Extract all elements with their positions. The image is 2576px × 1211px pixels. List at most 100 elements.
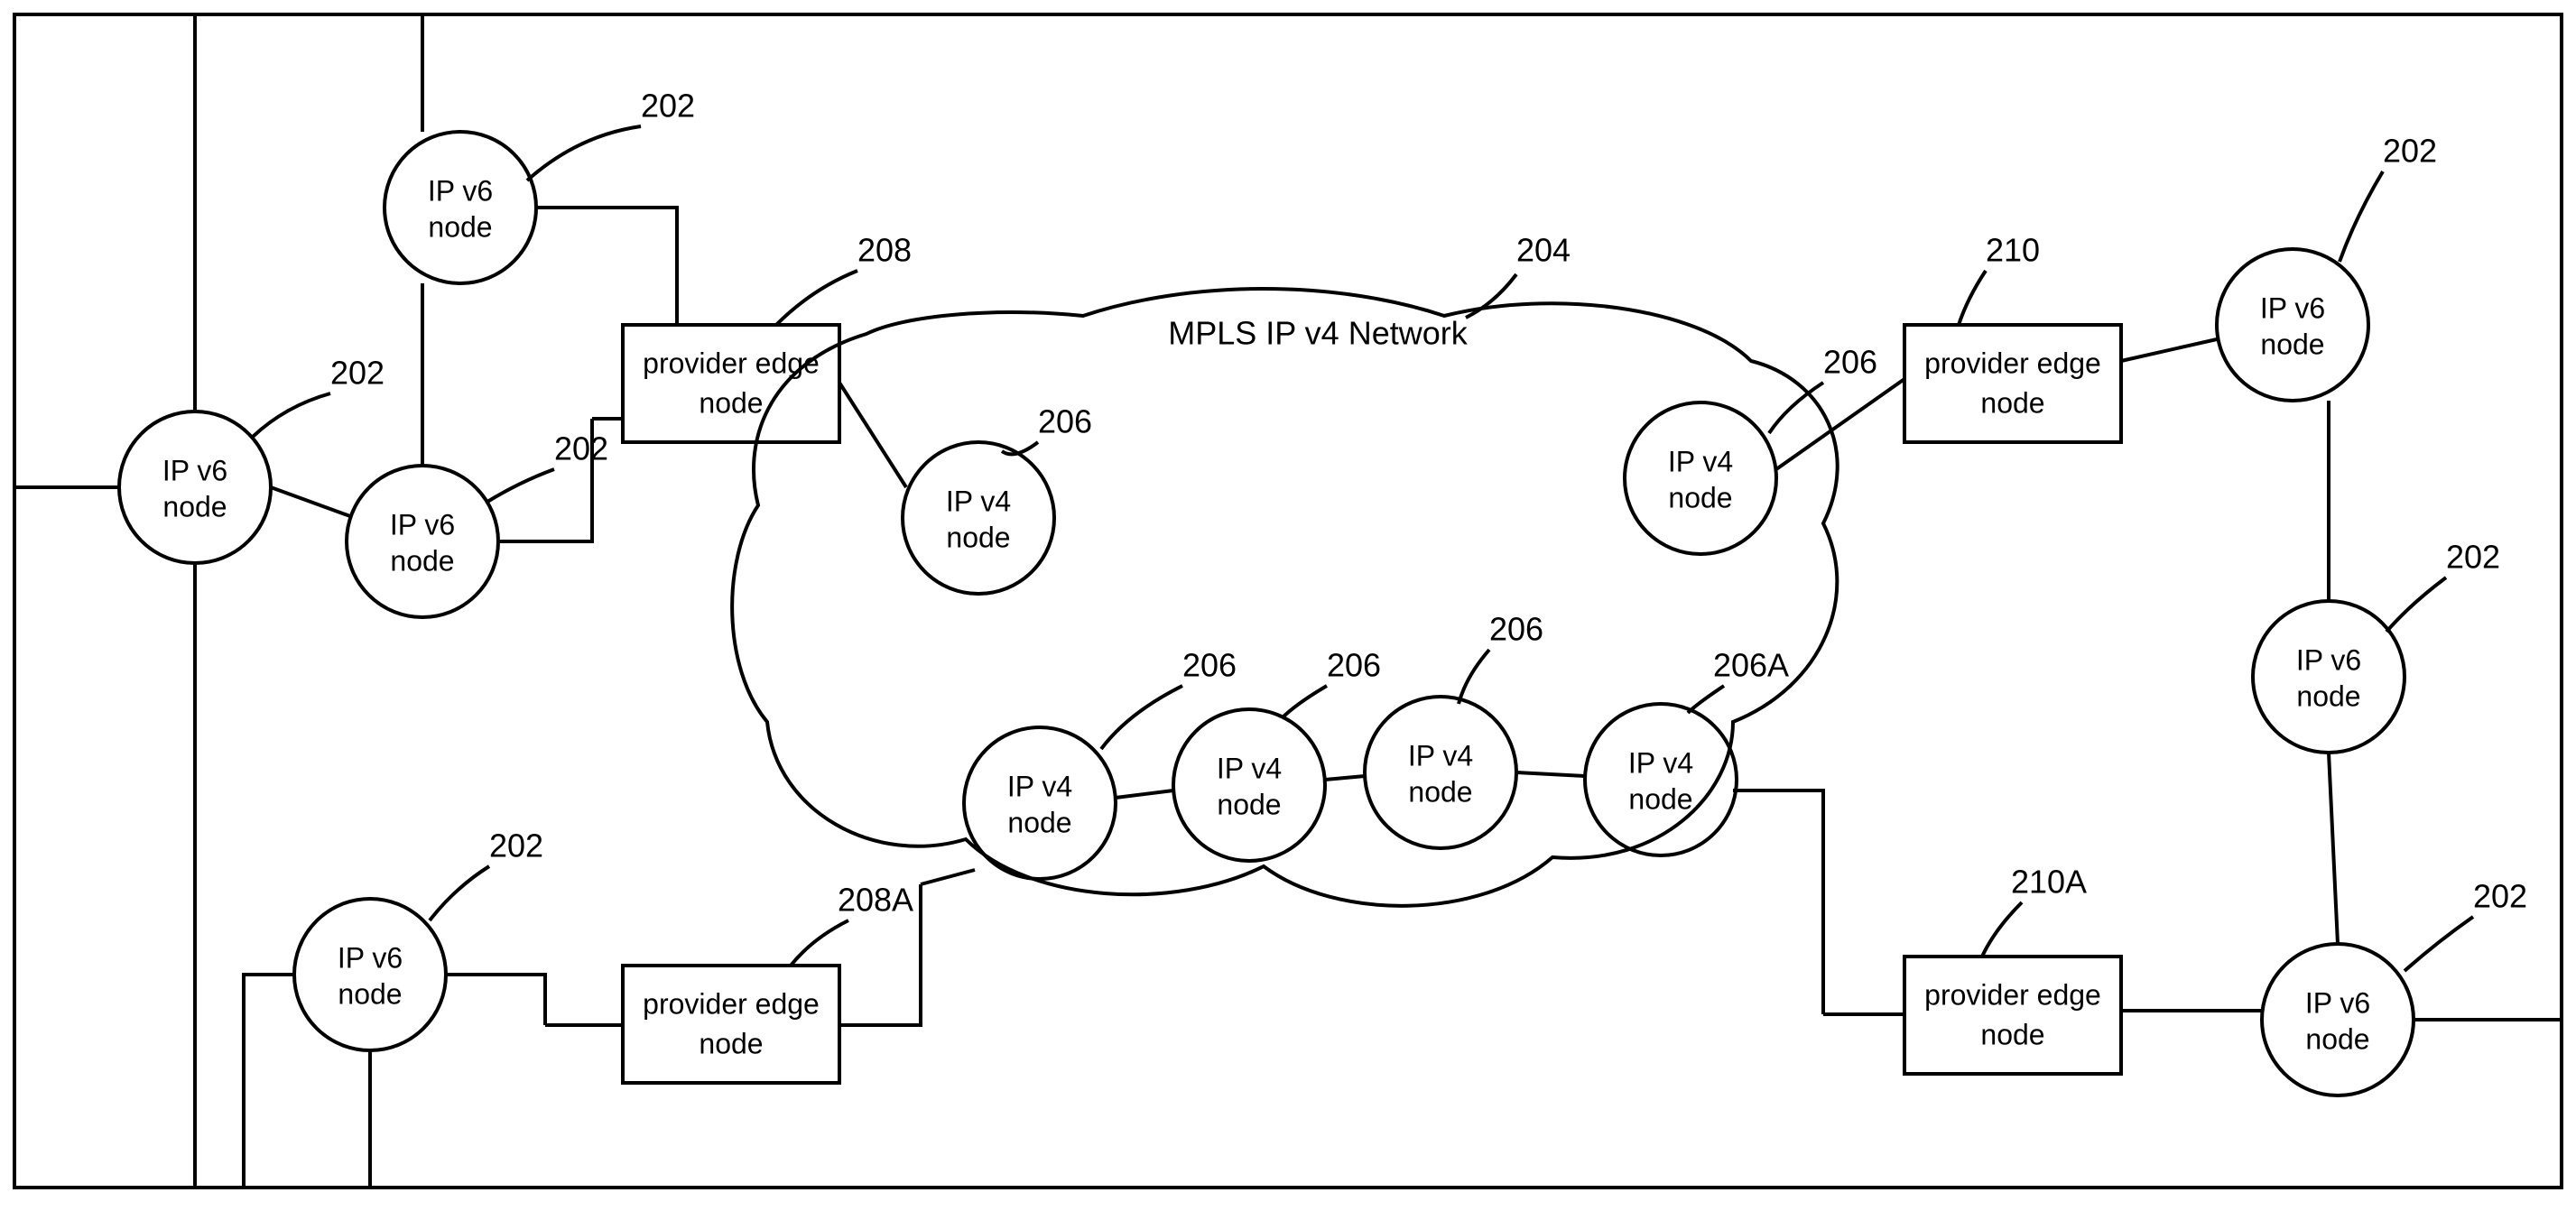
- svg-text:node: node: [2260, 328, 2324, 360]
- node-ipv4-e: IP v4node: [1585, 704, 1737, 855]
- svg-text:provider edge: provider edge: [643, 347, 820, 379]
- node-ipv4-tr: IP v4 node: [1625, 402, 1776, 554]
- ref-leader: [1282, 686, 1327, 718]
- svg-text:node: node: [1980, 1018, 2044, 1050]
- ref-label: 206: [1489, 611, 1543, 648]
- connector: [2329, 753, 2338, 944]
- ref-leader: [2386, 578, 2446, 632]
- svg-text:node: node: [2296, 679, 2360, 712]
- ref-label: 206: [1038, 403, 1092, 440]
- node-ipv4-b: IP v4 node: [964, 727, 1116, 879]
- connector: [2121, 339, 2217, 361]
- ref-leader: [253, 393, 330, 437]
- svg-text:provider edge: provider edge: [1924, 347, 2101, 379]
- ref-label: 202: [2383, 133, 2437, 170]
- svg-text:node: node: [1980, 386, 2044, 419]
- ref-label: 206: [1823, 344, 1877, 381]
- node-ipv6-r3: IP v6node: [2262, 944, 2414, 1095]
- ref-label: 202: [2473, 878, 2527, 915]
- ref-label: 206: [1327, 647, 1381, 684]
- connector: [446, 975, 545, 1025]
- svg-text:node: node: [1007, 806, 1071, 838]
- svg-text:node: node: [2305, 1022, 2369, 1055]
- connector: [1516, 772, 1585, 776]
- svg-text:node: node: [1628, 782, 1692, 815]
- svg-text:provider edge: provider edge: [643, 987, 820, 1020]
- connector: [1733, 790, 1823, 1014]
- ref-leader: [1959, 271, 1986, 325]
- svg-text:IP v4: IP v4: [946, 485, 1011, 517]
- svg-text:node: node: [428, 210, 492, 243]
- node-ipv6-r1: IP v6 node: [2217, 249, 2368, 401]
- ref-label: 202: [330, 355, 385, 392]
- ref-label: 206A: [1713, 647, 1789, 684]
- ref-label: 208: [857, 232, 912, 269]
- node-ipv6-r2: IP v6node: [2253, 601, 2405, 753]
- node-ipv6-bl: IP v6node: [294, 899, 446, 1050]
- svg-text:provider edge: provider edge: [1924, 978, 2101, 1011]
- node-ipv6-l1: IP v6 node: [119, 411, 271, 563]
- connector: [1776, 379, 1904, 469]
- node-ipv6-l2: IP v6node: [347, 466, 498, 617]
- ref-leader: [776, 271, 857, 325]
- ref-leader: [2340, 171, 2383, 262]
- svg-text:IP v6: IP v6: [338, 941, 403, 974]
- ref-leader: [1688, 686, 1724, 713]
- ref-label: 202: [641, 88, 695, 125]
- svg-text:IP v6: IP v6: [2296, 643, 2361, 676]
- connector: [244, 975, 294, 1188]
- svg-text:IP v4: IP v4: [1668, 445, 1733, 477]
- svg-text:node: node: [699, 386, 763, 419]
- connector: [839, 383, 906, 487]
- node-pe-tr: provider edge node: [1904, 325, 2121, 442]
- ref-label: 208A: [838, 882, 913, 919]
- svg-text:node: node: [1668, 481, 1732, 513]
- ref-leader: [430, 866, 489, 920]
- svg-text:IP v6: IP v6: [162, 454, 227, 486]
- svg-text:node: node: [162, 490, 227, 522]
- ref-label: 206: [1182, 647, 1237, 684]
- svg-text:IP v4: IP v4: [1628, 746, 1693, 779]
- svg-text:node: node: [1408, 775, 1472, 808]
- node-pe-tl: provider edge node: [623, 325, 839, 442]
- ref-leader: [487, 469, 554, 502]
- ref-label: 202: [2446, 539, 2500, 576]
- ref-label: 204: [1516, 232, 1571, 269]
- svg-text:IP v4: IP v4: [1217, 752, 1282, 784]
- ref-leader: [791, 920, 848, 966]
- svg-text:IP v4: IP v4: [1007, 770, 1072, 802]
- node-ipv4-d: IP v4node: [1365, 697, 1516, 848]
- ref-leader: [527, 126, 641, 180]
- ref-leader: [1101, 686, 1182, 749]
- node-ipv4-a: IP v4 node: [903, 442, 1054, 594]
- svg-text:node: node: [390, 544, 454, 577]
- connector: [1325, 776, 1365, 780]
- ref-label: 210: [1986, 232, 2040, 269]
- network-diagram: MPLS IP v4 Network204IP v6nodeIP v6nodeI…: [0, 0, 2576, 1211]
- ref-leader: [1769, 383, 1823, 433]
- svg-text:IP v6: IP v6: [2260, 291, 2325, 324]
- ref-leader: [1459, 650, 1489, 704]
- svg-text:IP v4: IP v4: [1408, 739, 1473, 772]
- node-pe-br: provider edge node: [1904, 957, 2121, 1074]
- svg-text:IP v6: IP v6: [390, 508, 455, 541]
- connector: [921, 870, 975, 884]
- ref-leader: [2405, 917, 2473, 971]
- svg-text:node: node: [1217, 788, 1281, 820]
- node-ipv6-tl: IP v6node: [385, 132, 536, 283]
- node-ipv4-c: IP v4 node: [1173, 709, 1325, 861]
- connector: [1116, 790, 1173, 798]
- connector: [536, 208, 677, 325]
- connector: [271, 487, 350, 516]
- ref-label: 202: [554, 430, 608, 467]
- node-pe-bl: provider edge node: [623, 966, 839, 1083]
- svg-text:IP v6: IP v6: [2305, 986, 2370, 1019]
- ref-label: 202: [489, 827, 543, 864]
- svg-text:node: node: [338, 977, 402, 1010]
- svg-text:node: node: [699, 1027, 763, 1059]
- svg-text:node: node: [946, 521, 1010, 553]
- ref-label: 210A: [2011, 864, 2087, 901]
- cloud-label: MPLS IP v4 Network: [1168, 315, 1468, 352]
- ref-leader: [1982, 902, 2022, 957]
- svg-text:IP v6: IP v6: [428, 174, 493, 207]
